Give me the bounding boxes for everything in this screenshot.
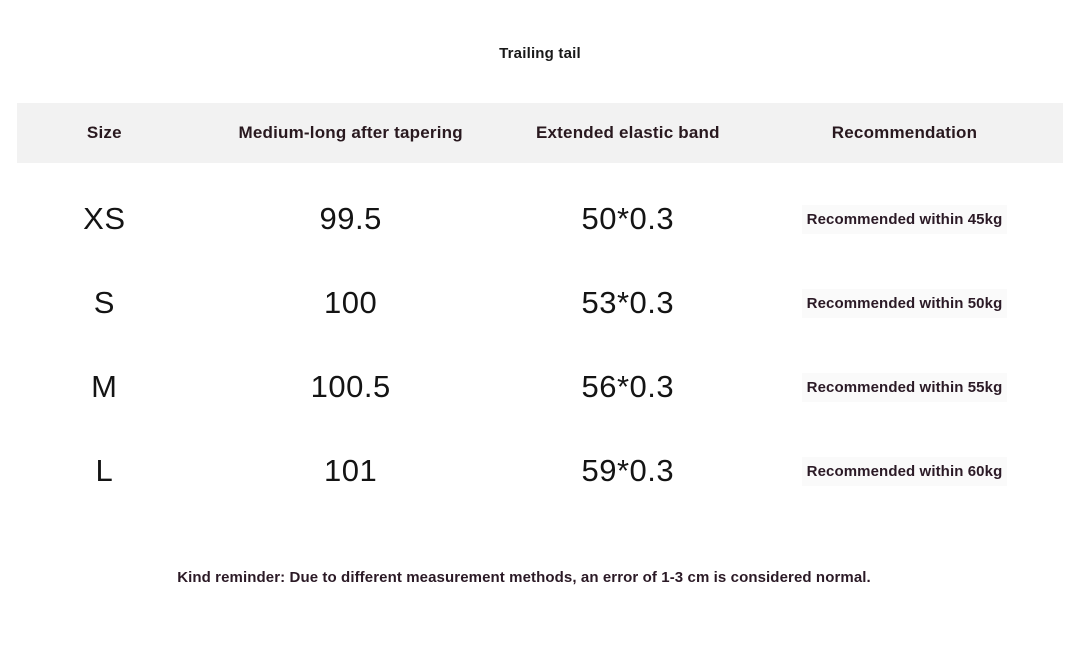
cell-length: 101 — [324, 453, 378, 488]
table-row: S 100 53*0.3 Recommended within 50kg — [17, 261, 1063, 345]
cell-recommendation: Recommended within 55kg — [746, 372, 1063, 402]
cell-length: 100 — [324, 285, 378, 320]
table-row: XS 99.5 50*0.3 Recommended within 45kg — [17, 177, 1063, 261]
column-header-elastic: Extended elastic band — [535, 123, 720, 142]
cell-size: M — [91, 369, 118, 404]
cell-length: 99.5 — [319, 201, 382, 236]
cell-elastic: 59*0.3 — [581, 453, 675, 488]
recommendation-text: Recommended within 50kg — [801, 288, 1008, 318]
table-header-row: Size Medium-long after tapering Extended… — [17, 103, 1063, 163]
table-row: L 101 59*0.3 Recommended within 60kg — [17, 429, 1063, 513]
recommendation-text: Recommended within 60kg — [801, 456, 1008, 486]
cell-recommendation: Recommended within 60kg — [746, 456, 1063, 486]
cell-size: S — [93, 285, 115, 320]
column-header-length: Medium-long after tapering — [238, 123, 463, 142]
footer-note: Kind reminder: Due to different measurem… — [177, 569, 871, 586]
column-header-size: Size — [86, 123, 122, 142]
size-table: Size Medium-long after tapering Extended… — [17, 103, 1063, 513]
table-body: XS 99.5 50*0.3 Recommended within 45kg S… — [17, 163, 1063, 513]
recommendation-text: Recommended within 55kg — [801, 372, 1008, 402]
cell-elastic: 56*0.3 — [581, 369, 675, 404]
cell-length: 100.5 — [310, 369, 391, 404]
cell-recommendation: Recommended within 50kg — [746, 288, 1063, 318]
cell-size: L — [95, 453, 114, 488]
cell-size: XS — [83, 201, 126, 236]
cell-elastic: 50*0.3 — [581, 201, 675, 236]
page-title: Trailing tail — [499, 45, 581, 62]
cell-recommendation: Recommended within 45kg — [746, 204, 1063, 234]
cell-elastic: 53*0.3 — [581, 285, 675, 320]
recommendation-text: Recommended within 45kg — [801, 204, 1008, 234]
column-header-recommendation: Recommendation — [831, 123, 978, 142]
table-row: M 100.5 56*0.3 Recommended within 55kg — [17, 345, 1063, 429]
